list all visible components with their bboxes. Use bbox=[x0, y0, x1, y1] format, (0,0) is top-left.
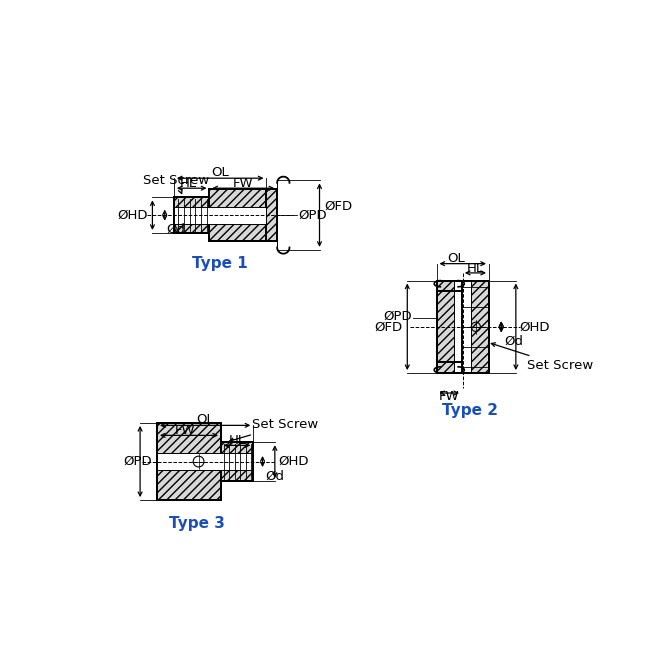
Text: ØPD: ØPD bbox=[383, 310, 412, 322]
Text: ØHD: ØHD bbox=[117, 208, 148, 222]
Bar bbox=[267, 189, 277, 241]
Bar bbox=[174, 206, 267, 224]
Bar bbox=[157, 423, 221, 500]
Bar bbox=[174, 198, 210, 233]
Text: ØFD: ØFD bbox=[375, 320, 403, 333]
Text: Set Screw: Set Screw bbox=[143, 174, 210, 194]
Bar bbox=[454, 281, 471, 373]
Text: Ød: Ød bbox=[166, 222, 186, 236]
Text: Set Screw: Set Screw bbox=[491, 343, 594, 372]
Bar bbox=[210, 189, 267, 241]
Text: OL: OL bbox=[448, 252, 466, 265]
Text: Type 1: Type 1 bbox=[192, 256, 248, 271]
Text: FW: FW bbox=[233, 177, 253, 190]
Text: FW: FW bbox=[175, 424, 196, 438]
Bar bbox=[437, 362, 462, 373]
Text: HL: HL bbox=[180, 177, 197, 190]
Bar bbox=[462, 281, 489, 373]
Bar bbox=[437, 281, 462, 291]
Text: Type 3: Type 3 bbox=[169, 516, 225, 531]
Text: Type 2: Type 2 bbox=[442, 403, 498, 418]
Bar bbox=[157, 453, 253, 470]
Text: ØFD: ØFD bbox=[324, 200, 352, 212]
Text: HL: HL bbox=[228, 434, 246, 448]
Text: ØHD: ØHD bbox=[519, 320, 549, 333]
Bar bbox=[437, 281, 489, 373]
Bar bbox=[221, 442, 253, 481]
Text: OL: OL bbox=[211, 166, 229, 180]
Text: Ød: Ød bbox=[505, 335, 523, 348]
Text: Ød: Ød bbox=[265, 470, 284, 482]
Text: OL: OL bbox=[196, 413, 214, 427]
Text: FW: FW bbox=[439, 391, 460, 403]
Text: HL: HL bbox=[467, 262, 484, 275]
Text: ØPD: ØPD bbox=[124, 455, 152, 468]
Text: ØPD: ØPD bbox=[299, 208, 328, 222]
Text: ØHD: ØHD bbox=[278, 455, 308, 468]
Text: Set Screw: Set Screw bbox=[230, 419, 318, 442]
